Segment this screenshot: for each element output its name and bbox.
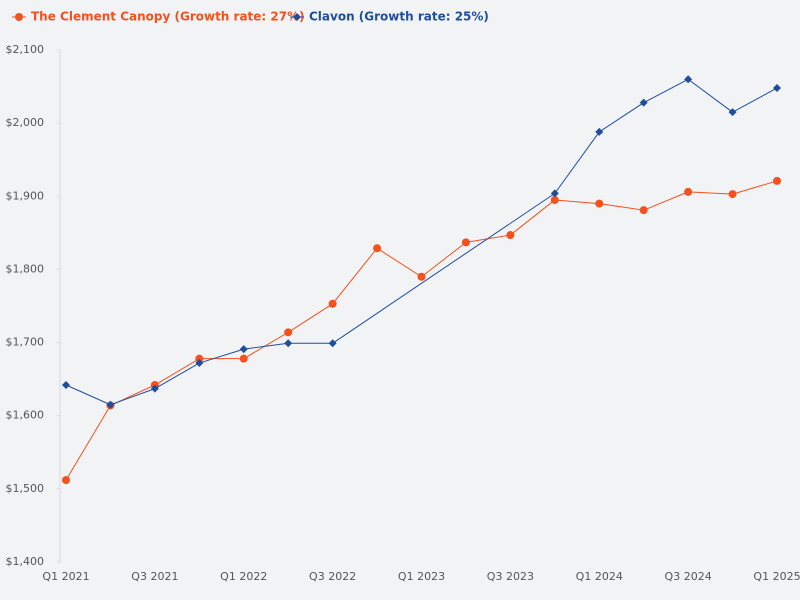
marker <box>595 199 604 208</box>
marker <box>550 195 559 204</box>
marker <box>639 206 648 215</box>
x-tick-label: Q1 2022 <box>220 570 267 583</box>
line-segment <box>643 78 689 104</box>
line-segment <box>287 303 333 333</box>
y-tick-label: $1,800 <box>6 262 45 275</box>
line-segment <box>643 191 689 211</box>
line-segment <box>554 131 600 194</box>
marker <box>150 384 159 393</box>
y-tick-label: $1,600 <box>6 409 45 422</box>
marker <box>550 189 559 198</box>
marker <box>106 400 115 409</box>
line-segment <box>376 247 422 278</box>
x-tick-label: Q1 2025 <box>753 570 800 583</box>
line-segment <box>243 331 289 360</box>
legend-marker <box>15 13 23 21</box>
line-segment <box>243 342 289 350</box>
marker <box>773 84 781 93</box>
marker <box>373 244 382 253</box>
line-segment <box>554 199 600 205</box>
legend-label: The Clement Canopy (Growth rate: 27%) <box>31 10 305 24</box>
marker <box>595 127 604 136</box>
marker <box>284 328 293 337</box>
line-segment <box>598 102 644 133</box>
line-segment <box>199 348 244 364</box>
line-segment <box>154 358 200 386</box>
line-segment <box>421 241 467 278</box>
line-segment <box>687 78 733 113</box>
x-tick-label: Q3 2022 <box>309 570 356 583</box>
x-tick-label: Q3 2023 <box>487 570 534 583</box>
line-segment <box>599 203 644 211</box>
line-segment <box>65 384 111 406</box>
x-tick-label: Q3 2021 <box>131 570 178 583</box>
line-segment <box>332 247 378 305</box>
marker <box>684 75 693 84</box>
marker <box>62 476 70 485</box>
marker <box>195 359 204 368</box>
marker <box>284 339 293 348</box>
x-tick-label: Q1 2024 <box>576 570 623 583</box>
marker <box>461 238 470 247</box>
line-segment <box>65 405 111 481</box>
line-segment <box>732 87 778 113</box>
marker <box>195 354 204 363</box>
marker <box>728 190 737 199</box>
marker <box>506 231 515 240</box>
y-tick-label: $2,000 <box>6 116 45 129</box>
line-segment <box>154 362 200 390</box>
x-tick-label: Q1 2021 <box>42 570 89 583</box>
marker <box>417 272 426 281</box>
marker <box>684 187 693 196</box>
marker <box>639 98 648 107</box>
legend-label: Clavon (Growth rate: 25%) <box>309 10 489 24</box>
y-tick-label: $1,400 <box>6 555 45 568</box>
y-tick-label: $2,100 <box>6 43 45 56</box>
y-tick-label: $1,900 <box>6 189 45 202</box>
marker <box>62 380 70 389</box>
marker <box>728 108 737 117</box>
y-tick-label: $1,700 <box>6 336 45 349</box>
marker <box>328 299 337 308</box>
marker <box>239 354 248 363</box>
line-segment <box>110 388 156 406</box>
line-segment <box>510 199 556 236</box>
marker <box>239 345 248 354</box>
marker <box>773 176 781 185</box>
y-tick-label: $1,500 <box>6 482 45 495</box>
x-tick-label: Q1 2023 <box>398 570 445 583</box>
x-tick-label: Q3 2024 <box>665 570 712 583</box>
legend-marker <box>293 13 301 21</box>
marker <box>328 339 337 348</box>
line-segment <box>332 192 556 344</box>
line-segment <box>732 180 778 195</box>
line-segment <box>688 191 733 195</box>
